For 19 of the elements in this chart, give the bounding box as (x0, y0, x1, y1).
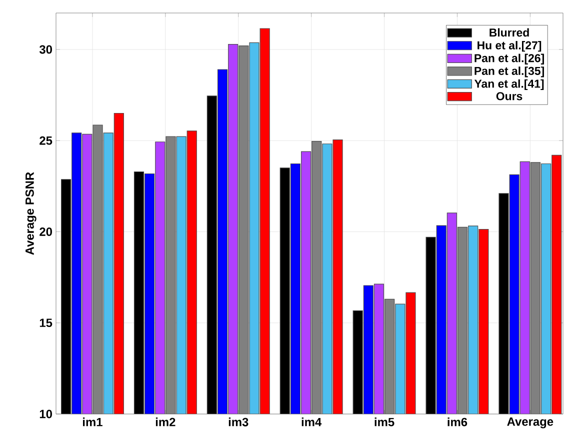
y-tick-label: 20 (40, 227, 52, 236)
x-tick-label: im6 (448, 418, 468, 426)
legend-label: Ours (496, 92, 522, 100)
x-tick-label: Average (507, 418, 554, 428)
y-tick-label: 25 (40, 136, 52, 145)
x-tick-label: im5 (374, 418, 394, 426)
x-tick-label: im1 (83, 418, 102, 426)
x-tick-label: im4 (302, 418, 322, 426)
y-axis-title: Average PSNR (25, 172, 36, 255)
legend-label: Pan et al.[35] (474, 66, 544, 78)
legend-label: Blurred (490, 28, 529, 37)
legend-label: Hu et al.[27] (478, 41, 542, 52)
x-tick-label: im2 (156, 418, 176, 426)
legend-label: Pan et al.[26] (474, 54, 544, 64)
legend-label: Yan et al.[41] (474, 79, 544, 90)
y-tick-label: 15 (40, 318, 52, 328)
y-tick-label: 30 (39, 45, 52, 54)
x-tick-label: im3 (228, 418, 248, 426)
y-tick-label: 10 (40, 410, 52, 418)
